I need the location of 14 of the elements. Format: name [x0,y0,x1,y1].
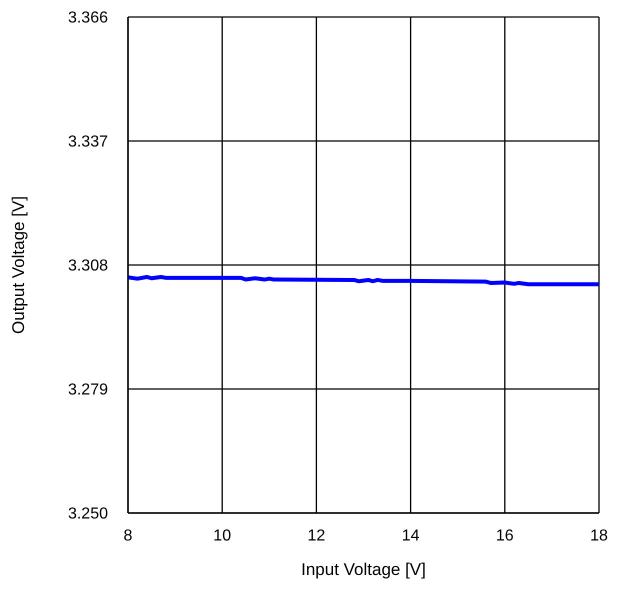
x-axis-title: Input Voltage [V] [301,560,426,579]
x-tick-label: 12 [308,527,326,544]
y-tick-label: 3.279 [68,382,108,399]
x-tick-label: 18 [590,527,608,544]
y-tick-label: 3.337 [68,134,108,151]
x-tick-label: 16 [496,527,514,544]
y-tick-label: 3.366 [68,10,108,27]
y-axis-title: Output Voltage [V] [9,196,28,334]
y-tick-label: 3.250 [68,506,108,523]
x-tick-label: 10 [213,527,232,544]
y-tick-label: 3.308 [68,258,108,275]
x-tick-label: 14 [402,527,420,544]
line-series [128,274,599,286]
x-tick-label: 8 [124,527,133,544]
